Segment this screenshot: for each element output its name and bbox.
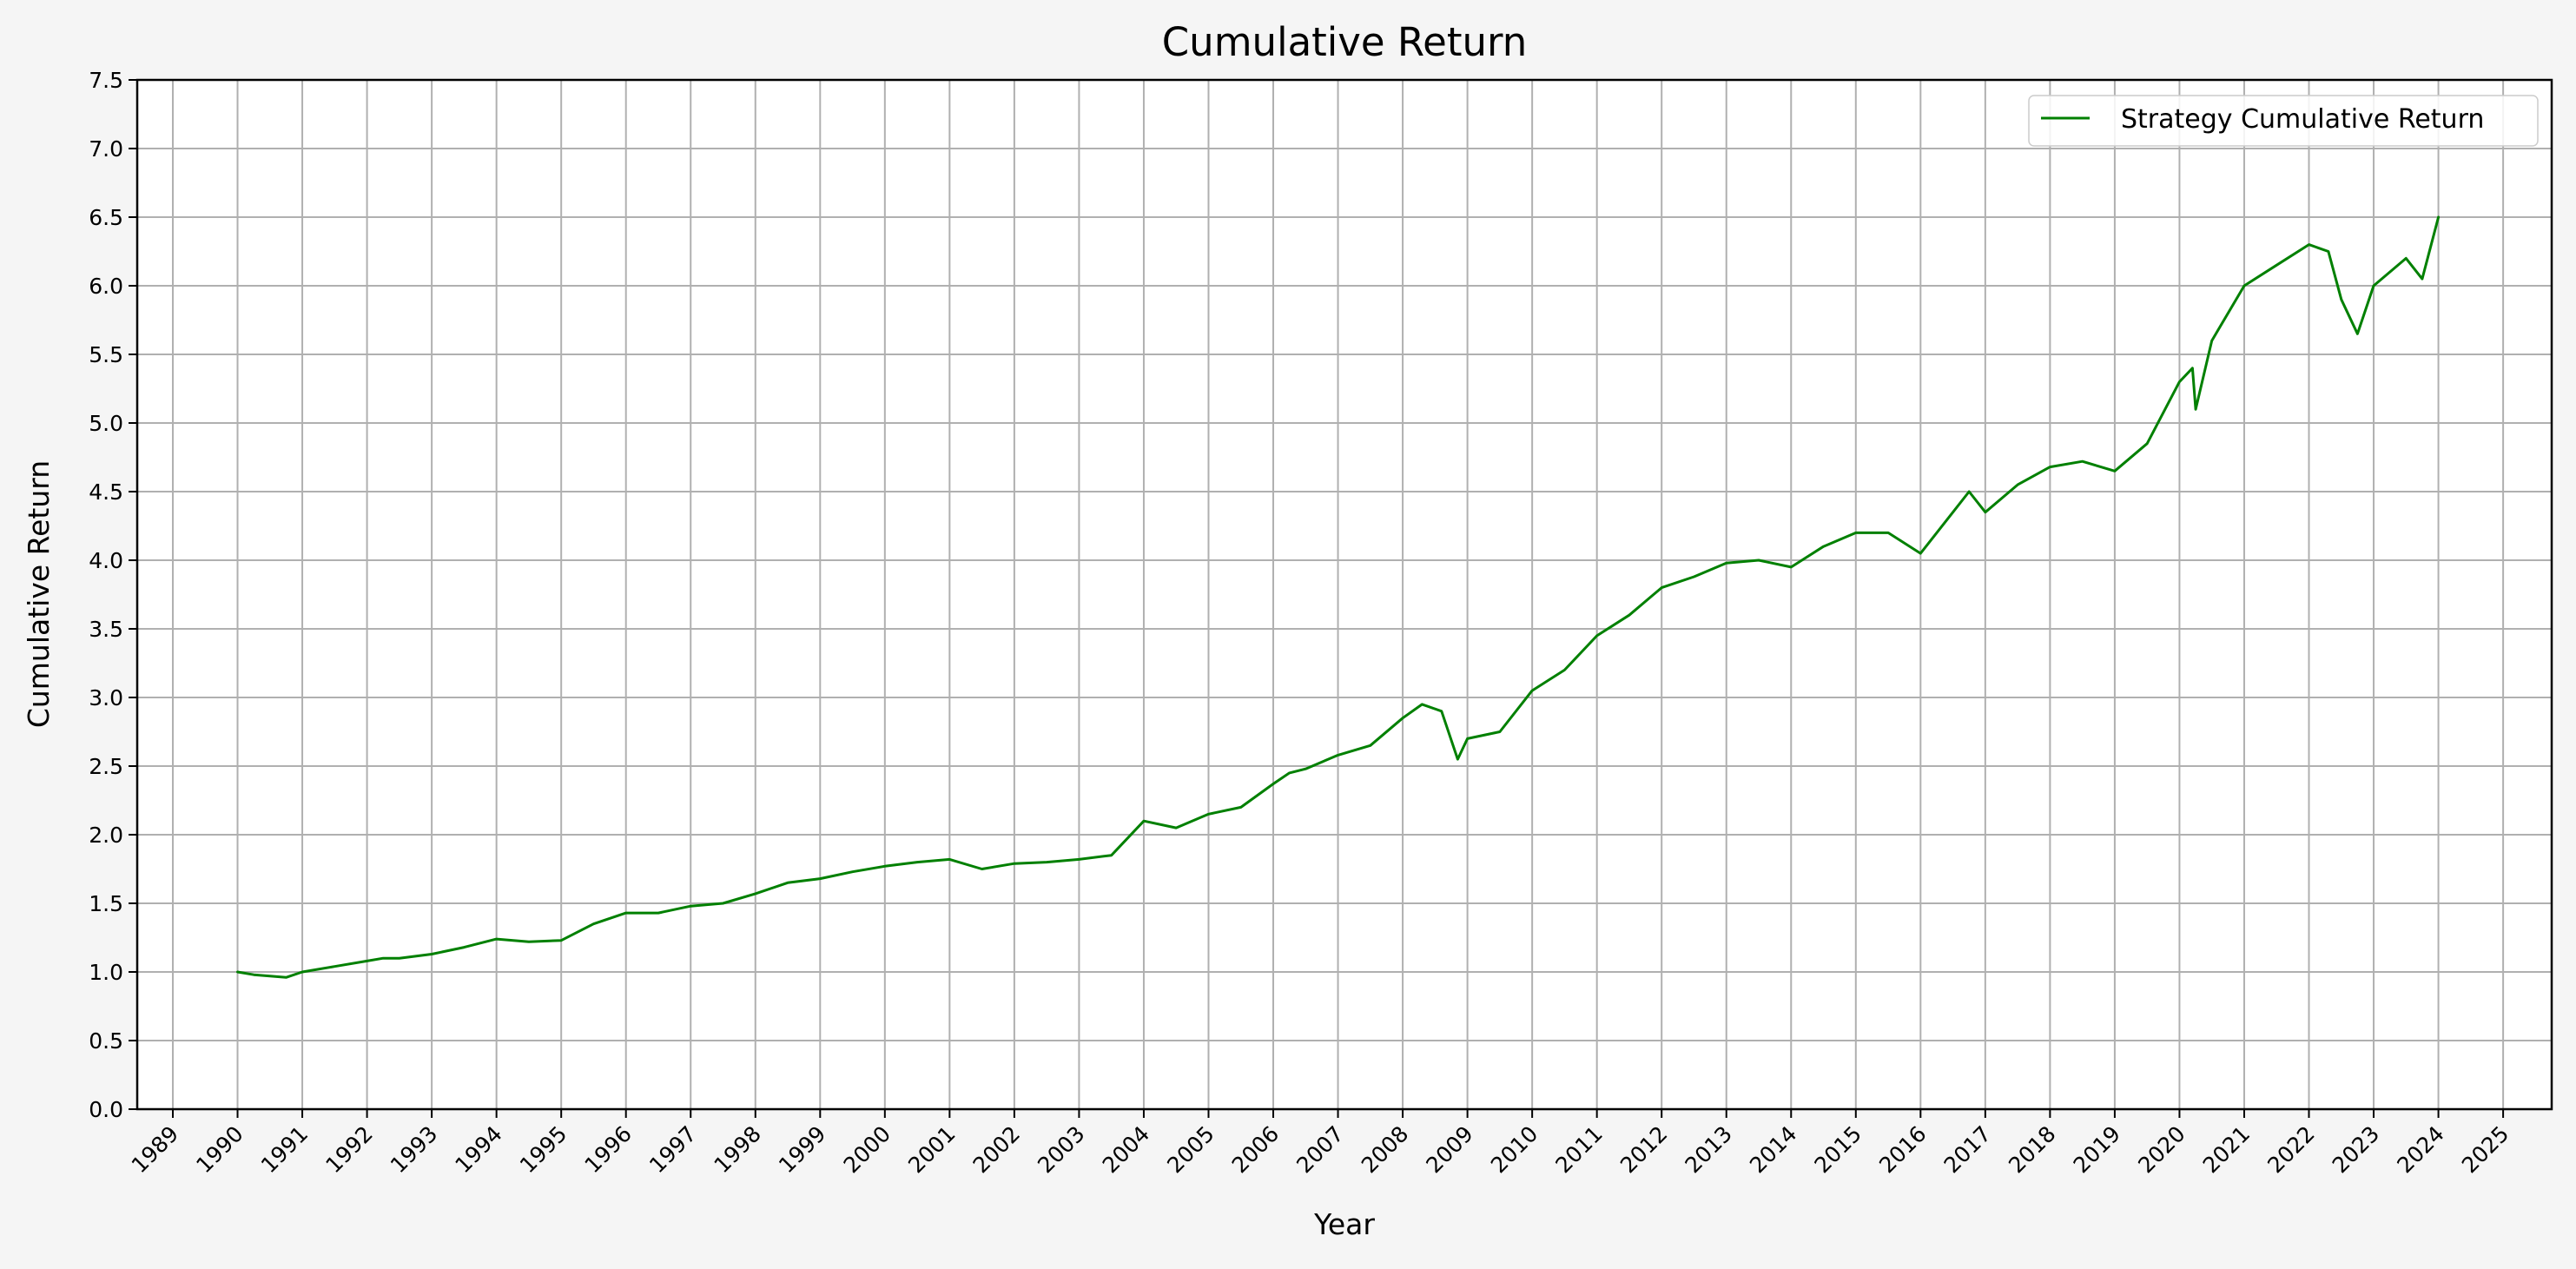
x-tick-label: 2002: [968, 1121, 1025, 1178]
x-tick-label: 2007: [1291, 1121, 1348, 1178]
x-tick-label: 2019: [2069, 1121, 2125, 1178]
x-tick-label: 1992: [320, 1121, 377, 1178]
y-tick-label: 1.5: [89, 891, 123, 916]
x-tick-label: 1991: [256, 1121, 313, 1178]
legend-box: [2028, 95, 2539, 147]
series-layer: [236, 215, 2441, 979]
y-tick-label: 4.5: [89, 479, 123, 505]
x-tick-label: 2005: [1162, 1121, 1219, 1178]
x-tick-label: 1996: [579, 1121, 636, 1178]
x-tick-label: 2018: [2004, 1121, 2060, 1178]
x-tick-label: 2016: [1874, 1121, 1931, 1178]
x-tick-label: 2012: [1615, 1121, 1672, 1178]
x-tick-label: 2015: [1810, 1121, 1866, 1178]
y-tick-label: 3.5: [89, 617, 123, 642]
x-tick-label: 2006: [1227, 1121, 1284, 1178]
x-tick-label: 2003: [1033, 1121, 1089, 1178]
y-tick-label: 6.5: [89, 205, 123, 230]
x-tick-label: 2014: [1745, 1121, 1801, 1178]
plot-frame: [135, 78, 2553, 1111]
legend: Strategy Cumulative Return: [2028, 95, 2539, 147]
x-tick-label: 2011: [1550, 1121, 1607, 1178]
x-tick-label: 2017: [1939, 1121, 1996, 1178]
y-tick-label: 3.0: [89, 685, 123, 711]
x-tick-label: 1989: [127, 1121, 183, 1178]
x-tick-label: 1990: [191, 1121, 248, 1178]
x-tick-label: 1995: [515, 1121, 571, 1178]
x-tick-label: 2024: [2392, 1121, 2448, 1178]
x-tick-label: 2001: [903, 1121, 960, 1178]
legend-label: Strategy Cumulative Return: [2121, 104, 2484, 135]
x-tick-label: 2021: [2198, 1121, 2255, 1178]
x-tick-label: 2013: [1680, 1121, 1736, 1178]
y-tick-label: 0.5: [89, 1028, 123, 1054]
x-tick-label: 2004: [1098, 1121, 1154, 1178]
y-tick-label: 6.0: [89, 274, 123, 299]
x-axis-title: Year: [1313, 1207, 1375, 1241]
x-tick-label: 2023: [2328, 1121, 2384, 1178]
y-tick-label: 4.0: [89, 548, 123, 573]
x-tick-label: 2000: [839, 1121, 895, 1178]
x-tick-label: 1994: [450, 1121, 506, 1178]
x-tick-label: 1993: [386, 1121, 442, 1178]
x-tick-label: 1997: [644, 1121, 701, 1178]
y-tick-label: 7.0: [89, 136, 123, 162]
x-tick-label: 2025: [2457, 1121, 2513, 1178]
y-tick-label: 2.5: [89, 754, 123, 779]
y-tick-label: 5.5: [89, 342, 123, 367]
x-tick-label: 2020: [2133, 1121, 2190, 1178]
y-axis: 0.0 0.5 1.0 1.5 2.0 2.5 3.0 3.5 4.0 4.5 5.0 5.5 6.0 6…: [89, 68, 137, 1122]
x-tick-label: 2010: [1486, 1121, 1542, 1178]
x-tick-label: 2008: [1357, 1121, 1413, 1178]
x-tick-label: 1999: [774, 1121, 830, 1178]
plot-background: [137, 80, 2552, 1109]
x-tick-label: 2009: [1421, 1121, 1477, 1178]
y-tick-label: 5.0: [89, 411, 123, 436]
y-axis-title: Cumulative Return: [22, 460, 56, 728]
y-tick-label: 1.0: [89, 960, 123, 985]
series-line-strategy-cumulative-return: [236, 215, 2441, 979]
x-axis: 1989 1990 1991 1992 1993 1994 1995 1996 1997 1998…: [127, 1109, 2513, 1178]
y-tick-label: 2.0: [89, 823, 123, 848]
x-tick-label: 1998: [710, 1121, 766, 1178]
chart-title: Cumulative Return: [1162, 19, 1527, 65]
y-tick-label: 0.0: [89, 1097, 123, 1122]
y-tick-label: 7.5: [89, 68, 123, 93]
x-tick-label: 2022: [2262, 1121, 2319, 1178]
